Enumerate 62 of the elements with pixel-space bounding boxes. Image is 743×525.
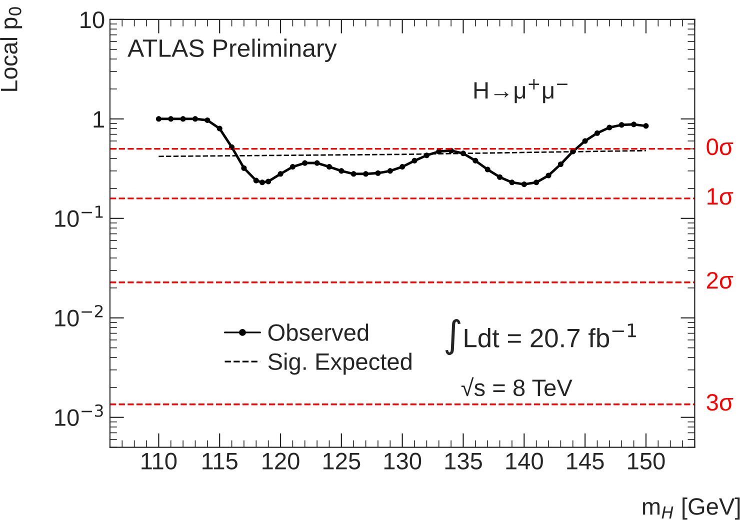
point: [326, 164, 332, 170]
point: [241, 165, 247, 171]
annotation: √s = 8 TeV: [461, 377, 572, 396]
point: [375, 170, 381, 176]
point: [497, 174, 503, 180]
point: [168, 116, 174, 122]
point: [412, 158, 418, 164]
point: [631, 122, 637, 128]
point: [216, 126, 222, 132]
point: [472, 158, 478, 164]
ref-line-label: 0σ: [706, 138, 734, 156]
point: [278, 171, 284, 177]
x-axis-title: m$_{H}$ [GeV]: [642, 498, 740, 520]
point: [259, 180, 266, 186]
y-tick-label: 10$^{−3}$: [55, 404, 103, 426]
annotation: ∫Ldt = 20.7 fb$^{−1}$: [445, 318, 636, 356]
x-tick-label: 125: [324, 452, 360, 470]
x-tick-label: 145: [567, 453, 604, 470]
point: [253, 178, 259, 184]
x-tick-label: 115: [202, 453, 238, 470]
point: [180, 116, 186, 122]
ref-line-label: 3σ: [706, 394, 734, 411]
legend-label: Sig. Expected: [268, 352, 412, 375]
ref-line-label: 2σ: [707, 272, 734, 289]
annotation: H→μ$^{+}$μ$^{−}$: [474, 79, 568, 104]
point: [156, 116, 162, 122]
x-tick-label: 110: [142, 452, 177, 470]
x-tick-label: 120: [262, 452, 300, 470]
ref-line-label: 1σ: [708, 188, 734, 205]
point: [582, 138, 588, 144]
x-tick-label: 135: [445, 452, 482, 470]
x-tick-label: 150: [628, 452, 665, 470]
point: [350, 171, 356, 177]
point: [594, 130, 600, 136]
point: [484, 166, 490, 172]
point: [314, 160, 320, 166]
point: [534, 180, 540, 186]
y-tick-label: 1: [94, 111, 104, 128]
point: [509, 180, 515, 186]
point: [290, 164, 296, 170]
point: [546, 172, 552, 178]
point: [558, 161, 564, 168]
point: [204, 117, 210, 123]
point: [338, 168, 344, 174]
point: [521, 182, 527, 188]
y-tick-label: 10$^{−2}$: [55, 304, 103, 326]
y-tick-label: 10: [80, 11, 104, 28]
point: [302, 160, 308, 166]
y-axis-title: Local p$_{0}$: [0, 7, 22, 91]
point: [606, 124, 612, 130]
legend-label: Observed: [268, 324, 368, 341]
x-tick-label: 130: [384, 452, 422, 470]
point: [643, 123, 649, 129]
point: [618, 122, 624, 128]
x-tick-label: 140: [506, 452, 543, 470]
point: [400, 164, 406, 170]
y-tick-label: 10$^{−1}$: [55, 206, 103, 228]
point: [266, 178, 272, 184]
point: [192, 116, 198, 122]
point: [387, 168, 393, 174]
point: [363, 171, 369, 177]
annotation: ATLAS Preliminary: [128, 38, 337, 62]
